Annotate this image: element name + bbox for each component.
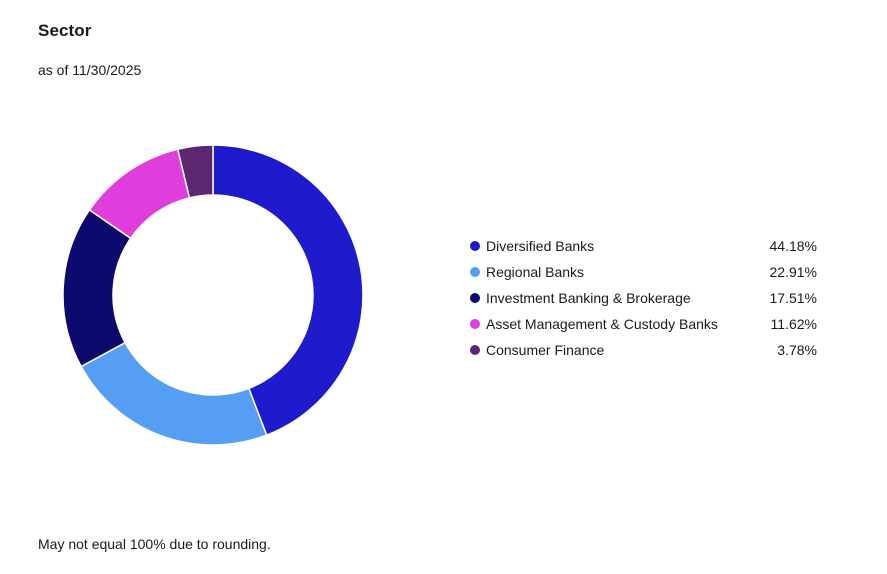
legend-dot-icon — [470, 345, 480, 355]
slice-investment-banking-brokerage[interactable] — [62, 208, 132, 368]
legend-dot-icon — [470, 319, 480, 329]
chart-legend: Diversified Banks 44.18% Regional Banks 22.… — [470, 233, 817, 363]
rounding-footnote: May not equal 100% due to rounding. — [38, 536, 271, 552]
slice-regional-banks[interactable] — [80, 341, 268, 446]
legend-dot-icon — [470, 293, 480, 303]
slice-diversified-banks[interactable] — [212, 144, 364, 437]
legend-label: Diversified Banks — [486, 238, 595, 254]
legend-value: 11.62% — [770, 316, 817, 332]
legend-dot-icon — [470, 267, 480, 277]
legend-label: Consumer Finance — [486, 342, 605, 358]
legend-label: Investment Banking & Brokerage — [486, 290, 691, 306]
legend-label: Regional Banks — [486, 264, 585, 280]
legend-item[interactable]: Diversified Banks 44.18% — [470, 233, 817, 259]
legend-value: 44.18% — [769, 238, 817, 254]
legend-item[interactable]: Regional Banks 22.91% — [470, 259, 817, 285]
legend-item[interactable]: Consumer Finance 3.78% — [470, 337, 817, 363]
as-of-date: as of 11/30/2025 — [38, 62, 142, 78]
legend-dot-icon — [470, 241, 480, 251]
legend-item[interactable]: Asset Management & Custody Banks 11.62% — [470, 311, 817, 337]
slice-consumer-finance[interactable] — [176, 144, 214, 199]
legend-label: Asset Management & Custody Banks — [486, 316, 718, 332]
legend-item[interactable]: Investment Banking & Brokerage 17.51% — [470, 285, 817, 311]
legend-value: 22.91% — [769, 264, 817, 280]
legend-value: 3.78% — [777, 342, 817, 358]
legend-value: 17.51% — [769, 290, 817, 306]
chart-title: Sector — [38, 21, 92, 40]
